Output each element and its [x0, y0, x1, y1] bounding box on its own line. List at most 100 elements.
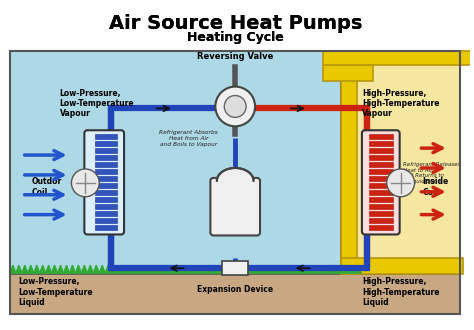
Bar: [369, 190, 392, 195]
Bar: [369, 141, 392, 146]
Polygon shape: [337, 265, 343, 273]
Polygon shape: [272, 265, 278, 273]
Polygon shape: [319, 265, 326, 273]
Bar: [95, 197, 117, 202]
Polygon shape: [70, 265, 75, 273]
Polygon shape: [153, 265, 159, 273]
Bar: [95, 224, 117, 229]
Polygon shape: [57, 265, 64, 273]
Polygon shape: [10, 265, 16, 273]
Polygon shape: [219, 265, 224, 273]
Polygon shape: [82, 265, 87, 273]
Bar: [95, 211, 117, 215]
Polygon shape: [105, 265, 111, 273]
FancyBboxPatch shape: [210, 178, 260, 236]
Bar: [369, 183, 392, 188]
Polygon shape: [356, 265, 361, 273]
Text: Refrigerant Releases
Heat to Air
and Returns to
a Liquid State: Refrigerant Releases Heat to Air and Ret…: [402, 162, 460, 184]
Polygon shape: [230, 265, 236, 273]
Polygon shape: [28, 265, 34, 273]
Polygon shape: [284, 265, 290, 273]
Text: Outdor
Coil: Outdor Coil: [32, 178, 62, 197]
Bar: [323, 65, 373, 81]
Polygon shape: [236, 265, 242, 273]
Bar: [369, 204, 392, 209]
Polygon shape: [34, 265, 40, 273]
Polygon shape: [99, 265, 105, 273]
Polygon shape: [314, 265, 319, 273]
Polygon shape: [308, 265, 314, 273]
Bar: [369, 162, 392, 167]
Bar: [369, 217, 392, 222]
Polygon shape: [278, 265, 284, 273]
Polygon shape: [52, 265, 57, 273]
Bar: [95, 134, 117, 139]
Bar: [341, 258, 463, 274]
Polygon shape: [224, 265, 230, 273]
Bar: [323, 51, 474, 65]
Polygon shape: [242, 265, 248, 273]
Polygon shape: [135, 265, 141, 273]
Polygon shape: [22, 265, 28, 273]
Bar: [95, 169, 117, 174]
Bar: [369, 169, 392, 174]
Text: Low-Pressure,
Low-Temperature
Liquid: Low-Pressure, Low-Temperature Liquid: [18, 277, 92, 307]
Circle shape: [387, 169, 415, 197]
Text: Reversing Valve: Reversing Valve: [197, 52, 273, 61]
Polygon shape: [75, 265, 82, 273]
Bar: [95, 217, 117, 222]
Polygon shape: [296, 265, 301, 273]
Polygon shape: [349, 265, 356, 273]
Bar: [10, 51, 460, 314]
Circle shape: [224, 95, 246, 117]
Text: Heating Cycle: Heating Cycle: [187, 31, 283, 45]
Polygon shape: [189, 265, 194, 273]
Text: Air Source Heat Pumps: Air Source Heat Pumps: [109, 14, 362, 33]
Text: Heating Cycle: Heating Cycle: [187, 31, 283, 45]
Bar: [341, 51, 357, 274]
Polygon shape: [331, 265, 337, 273]
Bar: [10, 274, 460, 314]
Polygon shape: [194, 265, 201, 273]
Polygon shape: [206, 265, 212, 273]
Polygon shape: [201, 265, 206, 273]
Polygon shape: [343, 265, 349, 273]
Bar: [369, 197, 392, 202]
Bar: [369, 211, 392, 215]
Polygon shape: [217, 168, 254, 181]
Polygon shape: [266, 265, 272, 273]
Polygon shape: [93, 265, 99, 273]
Text: Air Source Heat Pumps: Air Source Heat Pumps: [109, 14, 362, 33]
Polygon shape: [212, 265, 219, 273]
Polygon shape: [182, 265, 189, 273]
Polygon shape: [111, 265, 117, 273]
Polygon shape: [129, 265, 135, 273]
Polygon shape: [64, 265, 70, 273]
FancyBboxPatch shape: [362, 130, 400, 235]
Bar: [95, 148, 117, 153]
Polygon shape: [46, 265, 52, 273]
Text: Inside
Coil: Inside Coil: [422, 178, 449, 197]
Text: Compressor: Compressor: [210, 205, 261, 214]
Bar: [369, 148, 392, 153]
Polygon shape: [165, 265, 171, 273]
Polygon shape: [147, 265, 153, 273]
Bar: [369, 155, 392, 160]
Text: High-Pressure,
High-Temperature
Liquid: High-Pressure, High-Temperature Liquid: [362, 277, 439, 307]
Bar: [222, 261, 248, 275]
Circle shape: [72, 169, 99, 197]
Polygon shape: [40, 265, 46, 273]
Polygon shape: [87, 265, 93, 273]
Bar: [95, 183, 117, 188]
Circle shape: [215, 86, 255, 126]
Bar: [95, 155, 117, 160]
Polygon shape: [141, 265, 147, 273]
Text: High-Pressure,
High-Temperature
Vapour: High-Pressure, High-Temperature Vapour: [362, 88, 439, 118]
Text: Expansion Device: Expansion Device: [197, 284, 273, 294]
Bar: [341, 51, 460, 274]
Bar: [369, 176, 392, 181]
Polygon shape: [290, 265, 296, 273]
Polygon shape: [159, 265, 165, 273]
Polygon shape: [123, 265, 129, 273]
Text: Low-Pressure,
Low-Temperature
Vapour: Low-Pressure, Low-Temperature Vapour: [60, 88, 134, 118]
